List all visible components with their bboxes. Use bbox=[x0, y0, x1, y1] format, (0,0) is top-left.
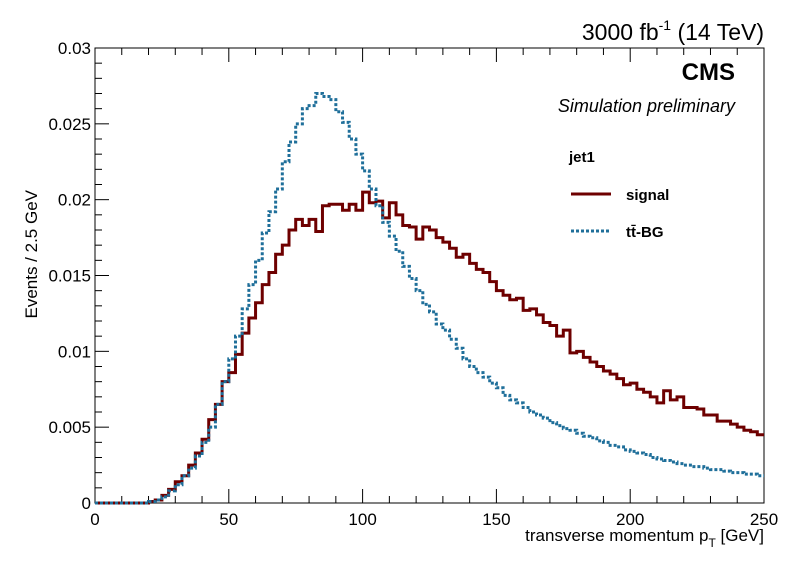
x-axis-title: transverse momentum pT [GeV] bbox=[525, 526, 764, 550]
axes-group: 0 50 100 150 200 250 0 0.005 0.01 0.015 0.02 0.025 0… bbox=[48, 39, 778, 529]
status-label: Simulation preliminary bbox=[558, 96, 736, 116]
y-tick-label: 0.01 bbox=[58, 342, 91, 361]
y-tick-label: 0.02 bbox=[58, 191, 91, 210]
series-group bbox=[95, 92, 764, 505]
legend-title: jet1 bbox=[568, 149, 595, 166]
y-tick-label: 0.005 bbox=[48, 418, 91, 437]
x-tick-label: 150 bbox=[482, 510, 510, 529]
x-tick-label: 0 bbox=[90, 510, 99, 529]
y-tick-label: 0 bbox=[82, 494, 91, 513]
y-tick-label: 0.03 bbox=[58, 39, 91, 58]
x-tick-label: 250 bbox=[750, 510, 778, 529]
series-line-background bbox=[95, 92, 764, 505]
y-tick-label: 0.015 bbox=[48, 267, 91, 286]
lumi-label: 3000 fb-1 (14 TeV) bbox=[582, 17, 764, 45]
legend-label-signal: signal bbox=[626, 187, 669, 204]
x-tick-label: 100 bbox=[348, 510, 376, 529]
x-tick-label: 200 bbox=[616, 510, 644, 529]
legend-label-background: tt̄-BG bbox=[626, 224, 664, 241]
experiment-label: CMS bbox=[682, 59, 735, 86]
y-tick-label: 0.025 bbox=[48, 115, 91, 134]
y-axis-title: Events / 2.5 GeV bbox=[22, 189, 41, 318]
x-tick-label: 50 bbox=[219, 510, 238, 529]
legend: jet1 signal tt̄-BG bbox=[568, 149, 669, 241]
